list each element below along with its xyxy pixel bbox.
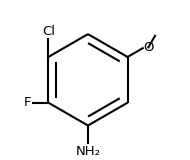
Text: F: F [24, 96, 31, 109]
Text: NH₂: NH₂ [75, 144, 101, 158]
Text: Cl: Cl [42, 25, 55, 38]
Text: O: O [144, 41, 154, 54]
